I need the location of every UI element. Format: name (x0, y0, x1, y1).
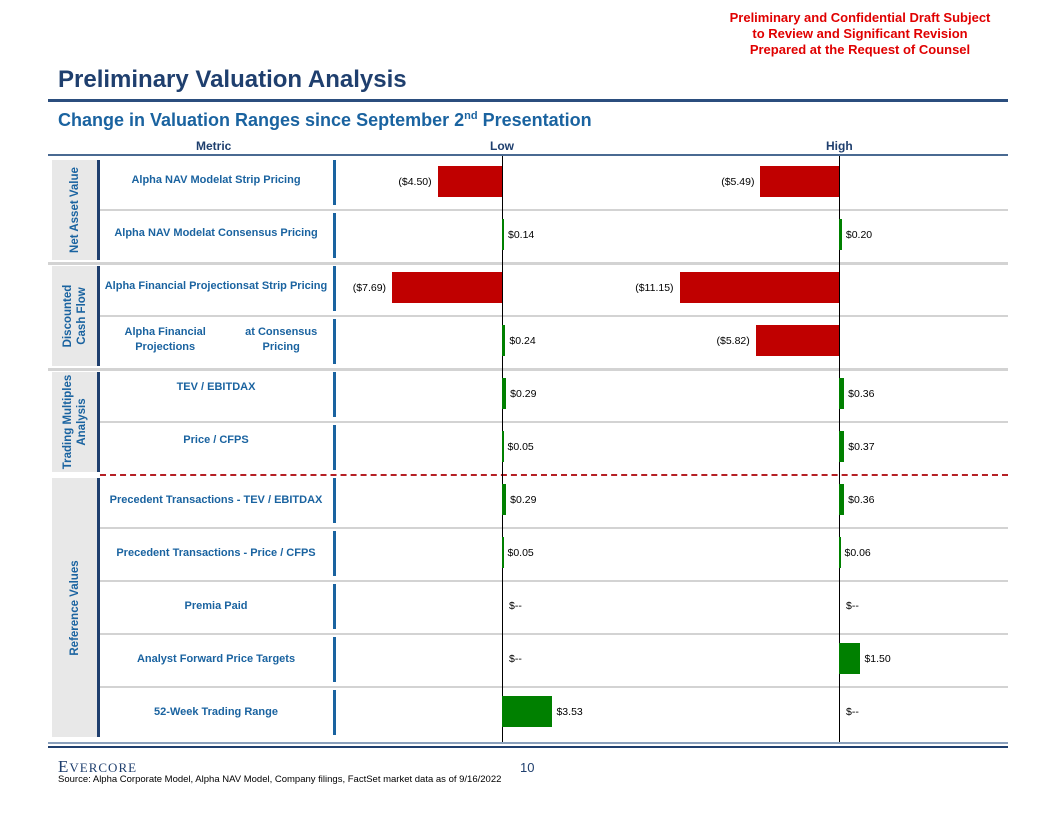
row-marker (333, 160, 336, 205)
metric-label: Alpha NAV Model at Consensus Pricing (114, 227, 318, 239)
low-bar (502, 325, 506, 356)
metric-label: Alpha NAV Model at Strip Pricing (131, 174, 301, 186)
low-value-label: $3.53 (556, 706, 583, 718)
subtitle-end: Presentation (477, 110, 592, 130)
subtitle-text: Change in Valuation Ranges since Septemb… (58, 110, 465, 130)
low-value-label: ($7.69) (352, 282, 387, 294)
low-bar (502, 484, 507, 515)
metric-label: TEV / EBITDAX (176, 381, 256, 393)
row-marker (333, 213, 336, 258)
low-bar (502, 378, 507, 409)
group-label: Reference Values (68, 559, 81, 656)
metric-label: Precedent Transactions - Price / CFPS (116, 547, 316, 559)
low-value-label: $0.14 (508, 229, 535, 241)
high-value-label: $0.36 (848, 494, 875, 506)
high-value-label: $0.37 (848, 441, 875, 453)
metric-label: Premia Paid (184, 600, 248, 612)
group-separator (48, 262, 1008, 265)
evercore-logo: EVERCORE (58, 757, 138, 776)
row-separator (100, 580, 1008, 582)
group-label-box: Discounted Cash Flow (52, 266, 100, 366)
high-bar (755, 325, 839, 356)
subtitle-sup: nd (464, 110, 478, 122)
row-separator (100, 421, 1008, 423)
high-bar (839, 484, 845, 515)
low-value-label: $0.05 (507, 441, 534, 453)
low-bar (502, 537, 504, 568)
row-marker (333, 478, 336, 523)
low-bar (502, 431, 504, 462)
metric-label: Precedent Transactions - TEV / EBITDAX (109, 494, 323, 506)
high-bar (839, 643, 861, 674)
metric-label: Price / CFPS (183, 434, 249, 446)
group-separator (48, 368, 1008, 371)
high-value-label: $1.50 (864, 653, 891, 665)
metric-label: Analyst Forward Price Targets (136, 653, 296, 665)
high-value-label: $-- (846, 706, 859, 718)
confidential-line: Prepared at the Request of Counsel (749, 42, 971, 57)
low-value-label: $-- (509, 600, 522, 612)
column-header-high: High (826, 139, 853, 153)
row-marker (333, 531, 336, 576)
high-bar (839, 537, 841, 568)
row-marker (333, 690, 336, 735)
low-value-label: $0.29 (510, 494, 537, 506)
metric-label: Alpha Financial Projections at Strip Pric… (104, 280, 328, 292)
low-bar (392, 272, 502, 303)
reference-divider (100, 474, 1008, 476)
metric-label: Alpha Financial Projections at Consensus … (124, 325, 318, 353)
high-value-label: $0.20 (845, 229, 873, 241)
high-value-label: ($11.15) (635, 282, 674, 294)
row-marker (333, 637, 336, 682)
metric-label: 52-Week Trading Range (154, 706, 278, 718)
row-separator (100, 527, 1008, 529)
low-value-label: $0.24 (509, 335, 536, 347)
group-label: Trading Multiples Analysis (61, 374, 88, 470)
row-marker (333, 425, 336, 470)
high-bar (679, 272, 839, 303)
row-marker (333, 266, 336, 311)
row-marker (333, 584, 336, 629)
page-title: Preliminary Valuation Analysis (58, 66, 407, 93)
title-rule (48, 99, 1008, 102)
low-bar (502, 219, 504, 250)
page-number: 10 (520, 760, 535, 775)
row-separator (100, 633, 1008, 635)
group-label-box: Reference Values (52, 478, 100, 737)
low-value-label: $0.05 (507, 547, 534, 559)
footer-rule-light (48, 742, 1008, 744)
group-label-box: Trading Multiples Analysis (52, 372, 100, 472)
source-note: Source: Alpha Corporate Model, Alpha NAV… (58, 774, 502, 785)
low-value-label: $-- (509, 653, 522, 665)
high-bar (839, 378, 845, 409)
column-header-low: Low (490, 139, 514, 153)
row-separator (100, 209, 1008, 211)
row-marker (333, 372, 336, 417)
row-marker (333, 319, 336, 364)
row-separator (100, 686, 1008, 688)
high-value-label: $-- (846, 600, 859, 612)
confidential-notice: Preliminary and Confidential Draft Subje… (710, 10, 1010, 58)
confidential-line: Preliminary and Confidential Draft Subje… (729, 10, 991, 25)
high-value-label: $0.36 (848, 388, 875, 400)
low-bar (502, 696, 553, 727)
group-label-box: Net Asset Value (52, 160, 100, 260)
high-value-label: ($5.49) (721, 176, 755, 188)
group-label: Net Asset Value (68, 167, 81, 253)
low-value-label: ($4.50) (398, 176, 432, 188)
high-bar (839, 431, 845, 462)
high-bar (760, 166, 839, 197)
row-separator (100, 315, 1008, 317)
high-value-label: $0.06 (844, 547, 871, 559)
low-value-label: $0.29 (510, 388, 537, 400)
group-label: Discounted Cash Flow (61, 284, 88, 348)
footer-rule-dark (48, 746, 1008, 748)
high-bar (839, 219, 842, 250)
low-bar (437, 166, 502, 197)
header-rule (48, 154, 1008, 156)
column-header-metric: Metric (196, 139, 232, 153)
high-value-label: ($5.82) (716, 335, 750, 347)
confidential-line: to Review and Significant Revision (752, 26, 968, 41)
chart-subtitle: Change in Valuation Ranges since Septemb… (58, 110, 592, 131)
